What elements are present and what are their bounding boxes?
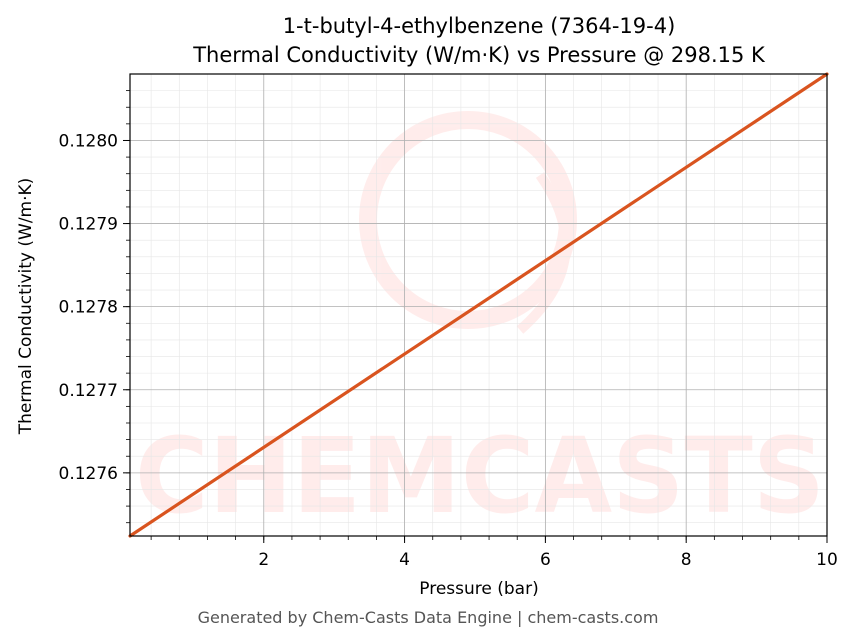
y-axis-label: Thermal Conductivity (W/m·K) bbox=[16, 178, 36, 436]
x-axis-label: Pressure (bar) bbox=[419, 579, 538, 599]
x-tick-label: 2 bbox=[258, 550, 269, 570]
y-tick-label: 0.1279 bbox=[59, 215, 118, 235]
x-axis-ticks: 2 4 6 8 10 bbox=[150, 536, 838, 570]
x-tick-label: 10 bbox=[816, 550, 838, 570]
y-tick-label: 0.1276 bbox=[59, 464, 118, 484]
svg-text:CHEMCASTS: CHEMCASTS bbox=[135, 415, 825, 537]
series-layer bbox=[128, 72, 829, 538]
footer-credit: Generated by Chem-Casts Data Engine | ch… bbox=[197, 608, 659, 627]
chart-subtitle: Thermal Conductivity (W/m·K) vs Pressure… bbox=[192, 43, 766, 67]
chart-title: 1-t-butyl-4-ethylbenzene (7364-19-4) bbox=[283, 14, 676, 38]
series-line bbox=[128, 72, 829, 538]
x-tick-label: 8 bbox=[681, 550, 692, 570]
watermark-logo: CHEMCASTS bbox=[135, 111, 825, 537]
y-axis-ticks: 0.1276 0.1277 0.1278 0.1279 0.1280 bbox=[59, 90, 130, 524]
y-tick-label: 0.1280 bbox=[59, 131, 118, 151]
y-tick-label: 0.1277 bbox=[59, 381, 118, 401]
axes-frame bbox=[129, 73, 828, 537]
x-tick-label: 4 bbox=[399, 550, 410, 570]
x-tick-label: 6 bbox=[540, 550, 551, 570]
y-tick-label: 0.1278 bbox=[59, 298, 118, 318]
